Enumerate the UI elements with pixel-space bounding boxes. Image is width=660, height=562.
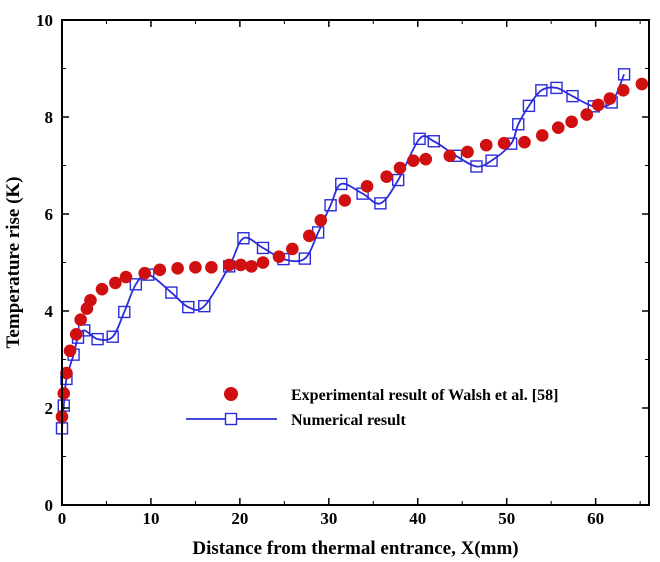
series-line-numerical — [61, 73, 625, 429]
data-point-numerical — [237, 232, 250, 245]
y-axis: 0 2 4 6 8 10 — [36, 11, 649, 515]
data-point-experimental — [565, 115, 578, 129]
data-point-experimental — [616, 84, 630, 97]
y-tick-label: 0 — [45, 496, 54, 515]
data-point-numerical — [485, 154, 498, 167]
data-point-experimental — [314, 214, 328, 227]
legend-marker-numerical — [224, 412, 238, 426]
data-point-experimental — [380, 170, 393, 183]
data-point-experimental — [57, 387, 71, 400]
data-point-numerical — [617, 68, 631, 81]
data-point-numerical — [324, 199, 337, 212]
legend-label-numerical: Numerical result — [291, 412, 406, 429]
data-point-experimental — [119, 270, 133, 284]
data-point-experimental — [109, 276, 122, 290]
data-point-experimental — [443, 149, 457, 163]
x-tick-label: 50 — [498, 509, 515, 528]
data-point-experimental — [551, 121, 565, 134]
data-point-experimental — [407, 154, 420, 167]
data-point-experimental — [461, 145, 474, 159]
x-tick-label: 0 — [58, 509, 67, 528]
data-point-experimental — [171, 262, 184, 275]
data-point-experimental — [63, 344, 77, 358]
data-point-experimental — [205, 261, 218, 274]
data-point-experimental — [95, 282, 109, 296]
data-point-numerical — [106, 330, 119, 343]
data-point-experimental — [272, 250, 286, 263]
x-tick-label: 20 — [231, 509, 248, 528]
data-point-numerical — [256, 241, 270, 255]
data-point-numerical — [535, 84, 548, 97]
legend-marker-experimental — [224, 387, 238, 401]
data-point-experimental — [302, 229, 316, 243]
data-point-numerical — [391, 173, 405, 187]
y-tick-label: 10 — [36, 11, 53, 30]
x-tick-label: 10 — [142, 509, 159, 528]
data-point-numerical — [298, 252, 312, 265]
data-point-numerical — [165, 286, 178, 299]
x-axis-title: Distance from thermal entrance, X(mm) — [192, 538, 518, 559]
data-point-experimental — [222, 258, 236, 272]
data-point-experimental — [286, 242, 299, 256]
data-point-experimental — [393, 161, 407, 175]
data-point-numerical — [118, 305, 131, 319]
data-point-numerical — [57, 399, 70, 412]
data-point-experimental — [592, 98, 605, 112]
data-point-experimental — [189, 261, 202, 274]
data-point-experimental — [69, 327, 83, 341]
x-tick-label: 40 — [409, 509, 426, 528]
data-point-experimental — [479, 138, 493, 152]
data-point-experimental — [84, 294, 97, 307]
data-point-numerical — [91, 332, 104, 346]
data-point-experimental — [419, 152, 433, 166]
data-point-experimental — [338, 194, 352, 207]
y-tick-label: 4 — [45, 302, 54, 321]
plot-area — [55, 68, 649, 435]
data-point-experimental — [138, 266, 152, 280]
y-axis-title: Temperature rise (K) — [3, 176, 24, 348]
x-tick-label: 30 — [320, 509, 337, 528]
data-point-experimental — [153, 263, 167, 277]
data-point-numerical — [129, 278, 143, 291]
data-point-experimental — [74, 313, 87, 327]
data-point-experimental — [60, 366, 73, 380]
data-point-numerical — [182, 300, 195, 314]
data-point-experimental — [245, 260, 258, 273]
data-point-experimental — [360, 180, 374, 193]
data-point-numerical — [427, 135, 440, 148]
legend: Experimental result of Walsh et al. [58]… — [186, 387, 558, 429]
data-point-numerical — [198, 299, 211, 313]
legend-label-experimental: Experimental result of Walsh et al. [58] — [291, 387, 558, 404]
data-point-numerical — [470, 160, 483, 173]
data-point-experimental — [535, 129, 549, 142]
data-point-experimental — [256, 256, 270, 269]
data-point-numerical — [413, 132, 426, 146]
data-point-experimental — [635, 77, 649, 91]
y-tick-label: 8 — [45, 108, 54, 127]
data-point-experimental — [518, 135, 531, 149]
data-point-numerical — [512, 118, 525, 131]
y-tick-label: 6 — [45, 205, 54, 224]
data-point-experimental — [603, 92, 617, 105]
data-point-experimental — [234, 258, 248, 272]
data-point-numerical — [550, 81, 563, 95]
data-point-numerical — [335, 177, 348, 191]
y-tick-label: 2 — [45, 399, 54, 418]
data-point-experimental — [497, 136, 511, 150]
x-axis: 0 10 20 30 40 50 60 — [58, 20, 641, 528]
data-point-experimental — [580, 108, 594, 121]
data-point-numerical — [374, 197, 387, 210]
data-point-numerical — [522, 99, 536, 113]
data-point-numerical — [566, 89, 579, 103]
x-tick-label: 60 — [587, 509, 604, 528]
